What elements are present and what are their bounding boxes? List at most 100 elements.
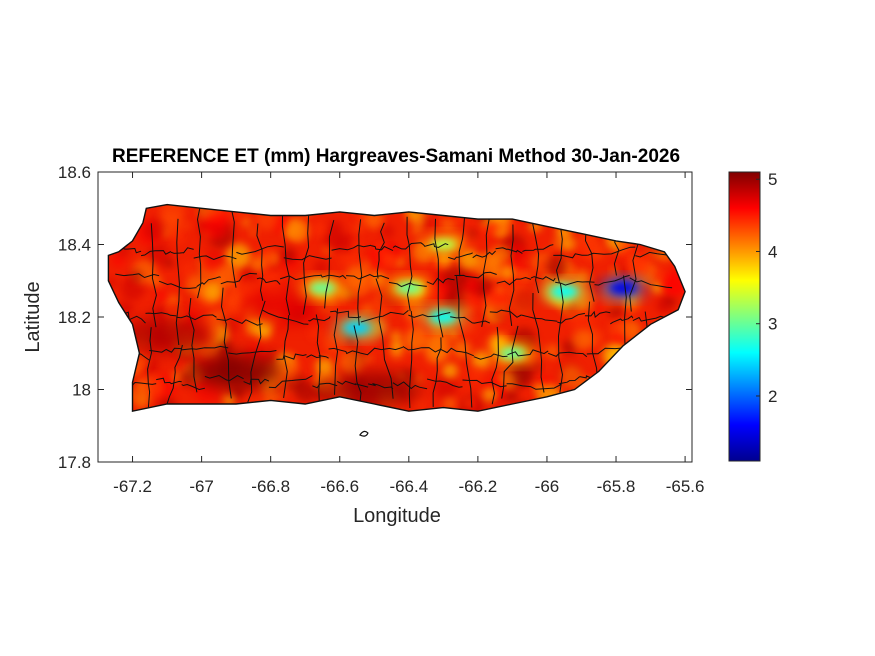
municipality-boundary [243,378,270,385]
municipality-boundary [392,242,424,250]
municipality-boundary [456,276,473,408]
et-texture-cell [313,259,329,275]
et-texture-cell [443,288,468,313]
municipality-boundary [359,346,403,356]
municipality-boundary [532,292,545,393]
municipality-boundary [557,312,585,324]
municipality-boundary [176,314,217,321]
et-texture-cell [339,349,365,375]
municipality-boundary [507,349,549,357]
municipality-boundary [506,383,554,390]
municipality-boundary [555,280,595,286]
municipality-boundary [448,252,473,260]
municipality-boundary [141,250,172,257]
chart-title: REFERENCE ET (mm) Hargreaves-Samani Meth… [112,146,680,167]
municipality-boundary [181,383,206,391]
municipality-boundary [204,374,244,382]
municipality-boundary [632,315,666,322]
et-texture-cell [364,354,373,363]
municipality-boundary [557,283,564,393]
x-tick-label: -66.8 [251,477,290,496]
colorbar-tick-label: 3 [768,315,777,334]
et-texture-cell [458,249,479,270]
municipality-boundary [188,298,198,393]
et-texture-cell [515,270,524,279]
low-et-zone [430,311,457,323]
municipality-boundary [406,216,413,311]
municipality-boundary [353,325,362,410]
et-texture-cell [468,366,485,383]
et-texture-cell [611,333,625,347]
et-texture-cell [488,221,499,232]
et-texture-cell [329,220,343,234]
et-texture-cell [436,251,452,267]
et-texture-cell [611,267,619,276]
et-texture-cell [362,259,373,270]
colorbar-tick-label: 2 [768,387,777,406]
et-texture-cell [360,303,374,317]
et-texture-cell [278,360,301,382]
municipality-boundary [462,379,507,388]
et-texture-cell [137,354,150,367]
colorbar-ticks: 2 3 4 5 [756,170,777,406]
et-texture-cell [133,391,150,409]
et-texture-cell [493,217,512,236]
x-tick-label: -67.2 [113,477,152,496]
y-tick-label: 18.4 [58,236,91,255]
municipality-boundary [508,224,515,326]
x-tick-label: -67 [189,477,214,496]
et-texture-cell [240,216,252,228]
municipality-boundary [521,314,558,322]
et-texture-cell [468,229,477,238]
y-tick-label: 18.2 [58,308,91,327]
et-texture-cell [448,329,459,339]
municipality-boundary [320,274,347,280]
et-texture-cell [257,268,282,293]
x-tick-label: -66 [535,477,560,496]
x-tick-label: -65.8 [597,477,636,496]
et-texture-cell [566,237,579,250]
et-texture-cell [440,216,456,232]
municipality-boundary [328,347,361,355]
y-tick-label: 18.6 [58,163,91,182]
et-texture-cell [309,325,323,339]
municipality-boundary [392,381,428,390]
x-axis-label: Longitude [353,505,441,527]
municipality-boundary [283,255,332,261]
municipality-boundary [489,309,522,318]
municipality-boundary [367,382,394,390]
municipality-boundary [495,247,523,254]
et-texture-cell [489,297,504,312]
municipality-boundary [423,243,449,249]
municipality-boundary [402,345,441,353]
et-texture-cell [425,344,446,364]
municipality-boundary [481,214,491,327]
colorbar [728,171,761,462]
municipality-boundary [331,244,372,251]
et-texture-cell [401,250,410,259]
x-axis-ticks: -67.2 -67 -66.8 -66.6 -66.4 -66.2 -66 -65.8 -65.… [113,172,704,496]
municipality-boundary [245,300,266,408]
municipality-boundary [408,310,414,409]
et-texture-cell [390,331,401,342]
et-texture-cell [249,228,258,237]
municipality-boundary [256,277,281,285]
et-texture-cell [421,216,434,228]
et-texture-cell [545,344,560,359]
island-outline [107,203,686,413]
municipality-boundary [175,218,180,346]
et-texture-cell [463,292,480,309]
et-texture-cell [433,375,457,400]
et-texture-cell [164,302,179,317]
municipality-boundary [594,274,630,286]
municipality-boundary [306,354,329,359]
municipality-boundary [279,274,321,281]
municipality-boundary [610,315,634,325]
x-tick-label: -66.6 [320,477,359,496]
municipality-boundary [330,310,362,319]
municipality-boundary [170,247,194,254]
et-texture-cell [532,361,542,371]
y-axis-ticks: 17.8 18 18.2 18.4 18.6 [58,163,692,472]
et-texture-cell [538,260,548,269]
municipality-boundaries [115,205,686,410]
